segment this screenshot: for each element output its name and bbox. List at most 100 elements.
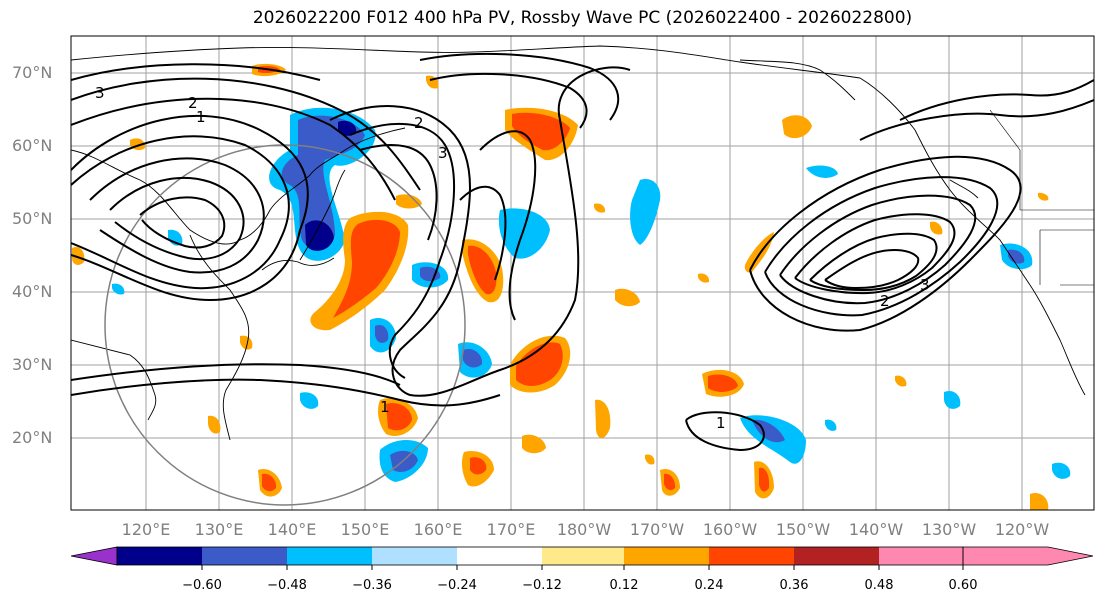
- lon-label: 170°E: [487, 520, 536, 539]
- colorbar-segment: [709, 547, 794, 565]
- negative-anomaly: [375, 324, 389, 343]
- positive-anomaly: [615, 288, 640, 307]
- positive-anomaly: [1030, 492, 1049, 510]
- positive-anomaly: [645, 454, 655, 465]
- positive-anomaly: [386, 402, 412, 431]
- positive-anomaly: [759, 467, 770, 492]
- positive-anomaly: [522, 434, 546, 454]
- negative-anomaly: [1008, 249, 1025, 264]
- positive-anomaly: [595, 399, 611, 439]
- contour-label: 1: [716, 414, 726, 432]
- lon-label: 170°W: [630, 520, 685, 539]
- colorbar-extend-right: [962, 546, 1094, 566]
- positive-anomaly: [396, 194, 422, 209]
- map-title: 2026022200 F012 400 hPa PV, Rossby Wave …: [252, 8, 913, 28]
- borders: [989, 109, 1094, 286]
- negative-anomaly: [420, 266, 441, 282]
- colorbar-tick-label: −0.24: [437, 578, 477, 593]
- positive-anomaly: [708, 374, 738, 392]
- wave-contours: [71, 52, 1094, 452]
- negative-anomaly: [825, 419, 837, 431]
- colorbar-segment: [879, 547, 963, 565]
- contour-label: 2: [414, 114, 424, 132]
- lon-label: 160°E: [414, 520, 463, 539]
- lat-label: 20°N: [12, 428, 52, 447]
- colorbar-segment: [457, 547, 542, 565]
- map-content: 1 2 3 1 2 3 1 2 3: [71, 36, 1094, 510]
- contour-label: 1: [380, 398, 390, 416]
- negative-anomaly: [806, 165, 838, 178]
- colorbar-segment: [287, 547, 372, 565]
- positive-anomaly: [468, 245, 497, 295]
- contour-labels: 1 2 3 1 2 3 1 2 3: [95, 84, 930, 432]
- positive-anomaly: [208, 415, 221, 434]
- lon-label: 160°W: [703, 520, 758, 539]
- positive-anomaly: [72, 246, 85, 265]
- lon-label: 130°W: [922, 520, 977, 539]
- positive-anomaly: [698, 273, 710, 283]
- colorbar-tick-label: −0.60: [182, 578, 222, 593]
- contour-label: 2: [188, 94, 198, 112]
- negative-anomaly: [300, 392, 319, 409]
- longitude-labels: 120°E 130°E 140°E 150°E 160°E 170°E 180°…: [122, 520, 1050, 539]
- positive-anomaly: [240, 335, 253, 350]
- colorbar-segment: [202, 547, 287, 565]
- colorbar-segment: [624, 547, 709, 565]
- colorbar-ticks: [201, 565, 964, 570]
- contour-label: 3: [438, 144, 448, 162]
- colorbar-tick-label: 0.48: [865, 578, 894, 593]
- positive-anomaly: [664, 473, 676, 491]
- colorbar-tick-label: 0.60: [949, 578, 978, 593]
- positive-anomaly: [744, 232, 774, 273]
- colorbar-segment: [372, 547, 457, 565]
- negative-anomaly: [944, 390, 961, 409]
- colorbar-tick-label: 0.24: [695, 578, 724, 593]
- map-frame: [70, 35, 1095, 511]
- pv-anomaly-fills: [72, 63, 1071, 510]
- positive-anomaly: [782, 115, 812, 139]
- negative-anomaly: [498, 208, 550, 259]
- positive-anomaly: [333, 219, 400, 318]
- lon-label: 150°E: [341, 520, 390, 539]
- lon-label: 120°W: [995, 520, 1050, 539]
- map-panel: [71, 36, 1094, 510]
- lat-label: 40°N: [12, 282, 52, 301]
- colorbar-tick-label: −0.12: [522, 578, 562, 593]
- colorbar-tick-label: 0.36: [780, 578, 809, 593]
- colorbar-tick-label: 0.12: [610, 578, 639, 593]
- lon-label: 150°W: [776, 520, 831, 539]
- lat-label: 60°N: [12, 136, 52, 155]
- positive-anomaly: [516, 342, 563, 386]
- contour-label: 2: [880, 292, 890, 310]
- positive-anomaly: [895, 375, 907, 387]
- positive-anomaly: [930, 221, 943, 235]
- negative-anomaly: [630, 179, 661, 245]
- lon-label: 130°E: [195, 520, 244, 539]
- colorbar-outline: [116, 546, 964, 566]
- colorbar-segment: [794, 547, 879, 565]
- contour-label: 3: [95, 84, 105, 102]
- positive-anomaly: [1038, 192, 1049, 201]
- positive-anomaly: [512, 112, 570, 151]
- colorbar-tick-label: −0.48: [267, 578, 307, 593]
- latitude-labels: 70°N 60°N 50°N 40°N 30°N 20°N: [12, 63, 52, 447]
- coastlines: [71, 45, 1086, 441]
- lon-label: 120°E: [122, 520, 171, 539]
- contour-label: 3: [920, 276, 930, 294]
- lat-label: 70°N: [12, 63, 52, 82]
- colorbar-tick-label: −0.36: [352, 578, 392, 593]
- contour-label: 1: [196, 108, 206, 126]
- negative-anomaly: [338, 120, 357, 136]
- lat-label: 30°N: [12, 355, 52, 374]
- negative-anomaly: [1052, 462, 1071, 479]
- negative-anomaly: [112, 283, 125, 295]
- colorbar-segment: [117, 547, 202, 565]
- positive-anomaly: [594, 203, 606, 213]
- lon-label: 180°W: [557, 520, 612, 539]
- negative-anomaly: [463, 348, 483, 368]
- colorbar-segment: [542, 547, 624, 565]
- positive-anomaly: [262, 473, 277, 492]
- positive-anomaly: [470, 457, 487, 475]
- negative-anomaly: [305, 220, 334, 251]
